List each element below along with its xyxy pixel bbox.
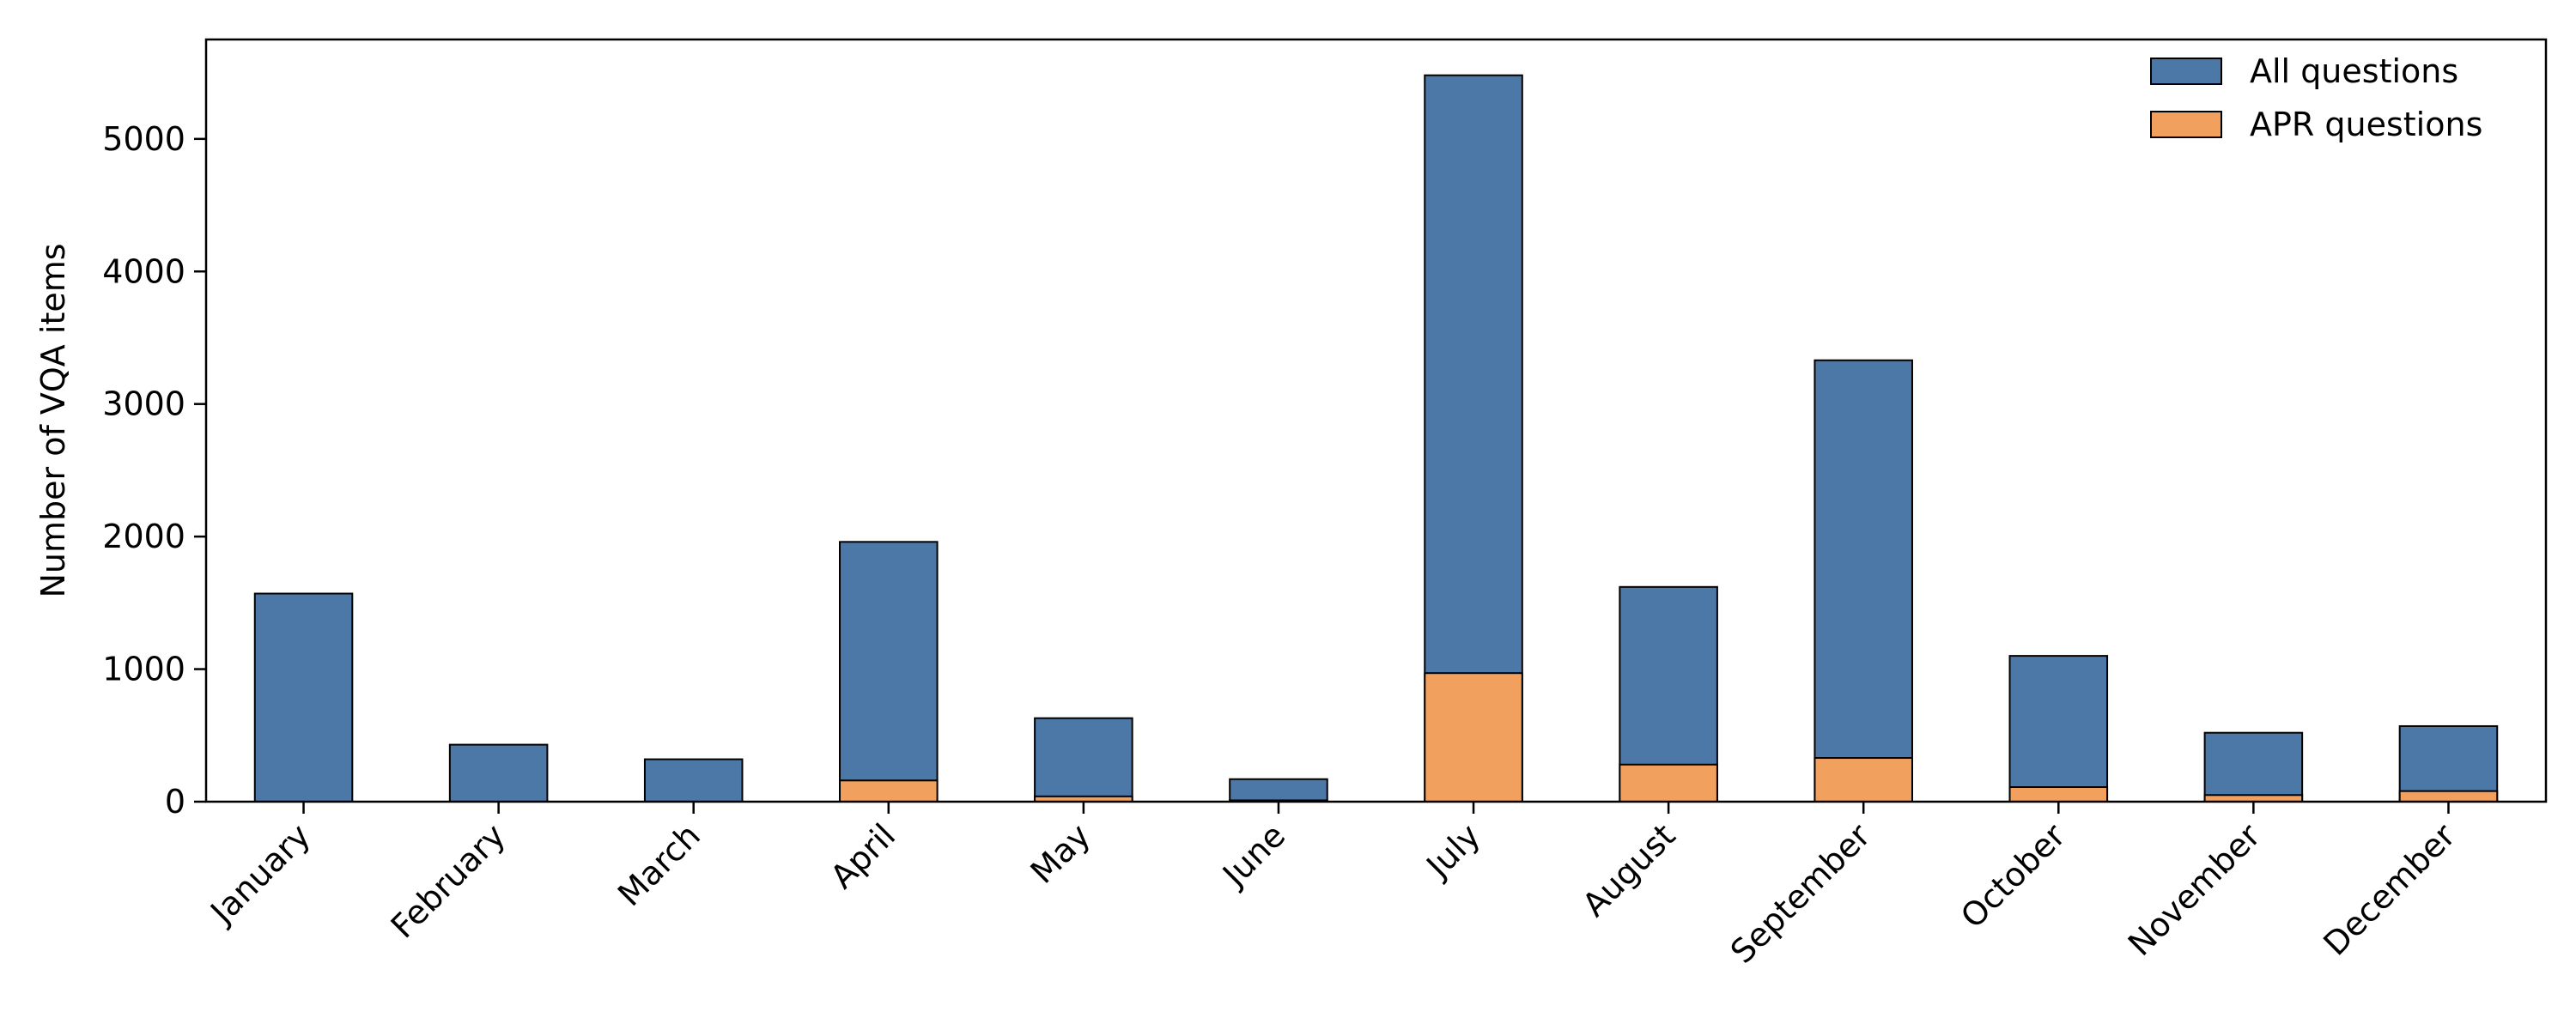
bar-apr-questions-october: [2008, 786, 2109, 803]
x-tick-label: December: [2316, 816, 2463, 963]
x-tick-label: November: [2121, 816, 2268, 963]
bar-all-questions-february: [448, 743, 549, 803]
y-tick-label: 2000: [102, 518, 185, 555]
bar-all-questions-october: [2008, 655, 2109, 803]
bar-all-questions-april: [839, 541, 939, 803]
x-tick-label: February: [384, 816, 513, 945]
bar-all-questions-may: [1034, 717, 1133, 803]
legend-label: APR questions: [2250, 106, 2482, 143]
x-tick-label: June: [1214, 816, 1292, 894]
bar-apr-questions-april: [839, 779, 939, 803]
bar-all-questions-january: [253, 592, 354, 803]
y-tick-label: 1000: [102, 651, 185, 688]
axes-layer: 0 1000 2000 3000 4000 5000 January February Marc…: [102, 38, 2548, 971]
x-tick-label: March: [611, 816, 708, 913]
x-tick-label: July: [1419, 816, 1488, 886]
legend-label: All questions: [2250, 52, 2458, 90]
x-tick-label: May: [1024, 816, 1098, 891]
x-tick-label: August: [1575, 816, 1682, 924]
x-tick-label: April: [823, 816, 903, 896]
bar-all-questions-november: [2203, 731, 2304, 803]
x-tick-label: September: [1723, 816, 1878, 971]
x-tick-label: October: [1953, 816, 2073, 936]
y-tick-label: 5000: [102, 120, 185, 158]
y-tick-label: 3000: [102, 385, 185, 423]
bar-apr-questions-july: [1424, 672, 1523, 803]
bar-all-questions-june: [1229, 778, 1328, 803]
y-tick-label: 4000: [102, 252, 185, 290]
y-axis-label: Number of VQA items: [34, 243, 72, 597]
bar-all-questions-september: [1814, 359, 1913, 803]
legend-swatch: [2150, 58, 2222, 85]
bar-apr-questions-september: [1814, 757, 1913, 803]
legend-swatch: [2150, 111, 2222, 138]
bar-all-questions-december: [2398, 724, 2499, 803]
bars-layer: [253, 74, 2499, 803]
y-tick-label: 0: [165, 783, 185, 821]
plot-frame: [204, 38, 2548, 803]
bar-apr-questions-december: [2398, 790, 2499, 803]
legend: All questions APR questions: [2150, 52, 2482, 143]
x-tick-label: January: [203, 816, 318, 931]
bar-all-questions-march: [643, 758, 744, 803]
bar-apr-questions-august: [1619, 763, 1718, 803]
